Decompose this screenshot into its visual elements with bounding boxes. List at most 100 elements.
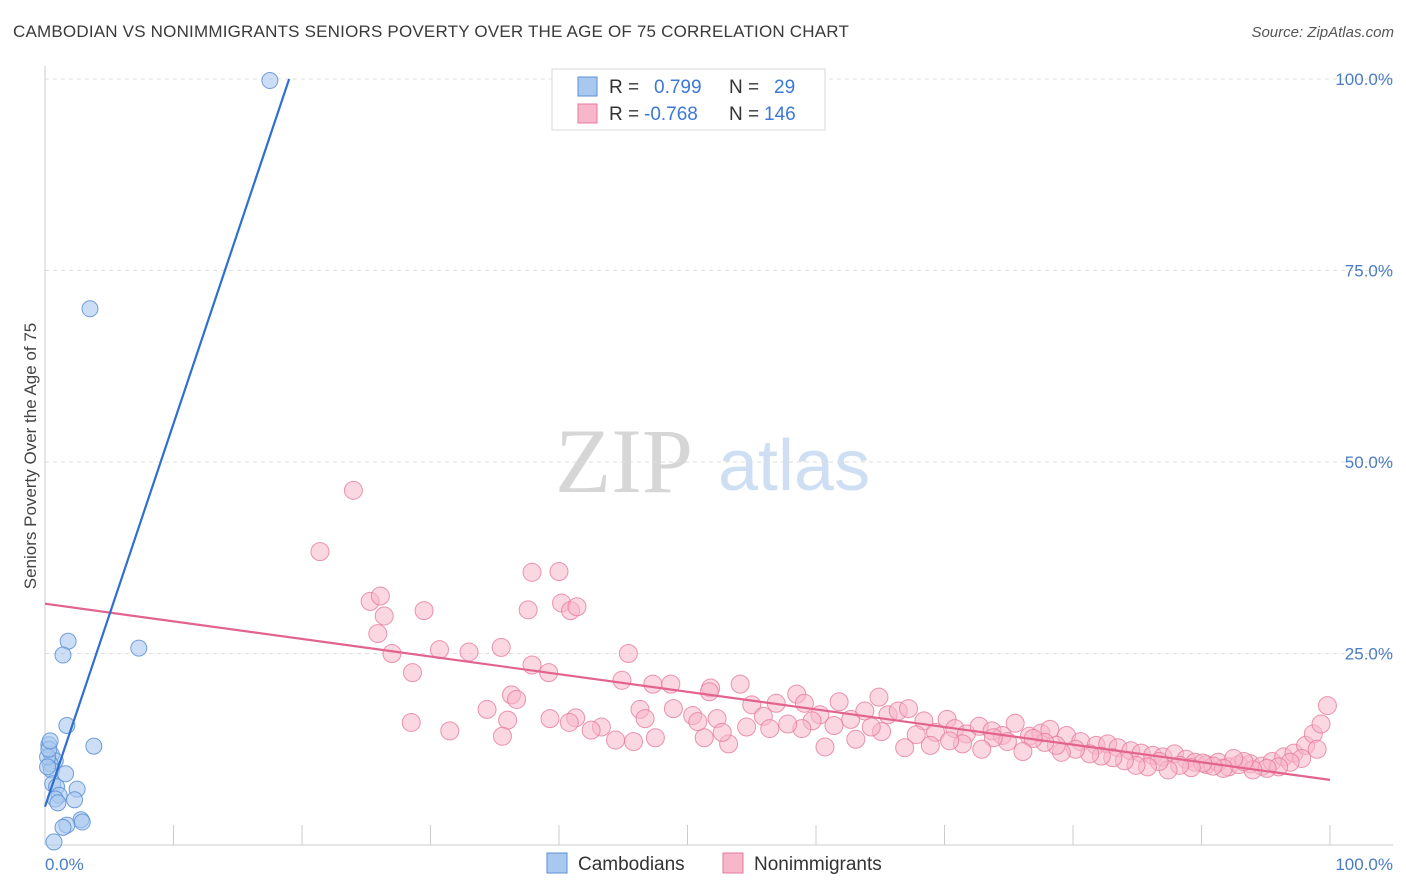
bottom-legend-label-cambodians: Cambodians <box>578 854 685 875</box>
nonimmigrants-point <box>906 725 926 745</box>
nonimmigrants-point <box>869 687 889 707</box>
nonimmigrants-point <box>861 717 881 737</box>
nonimmigrants-point <box>824 716 844 736</box>
legend-swatch-cambodians <box>577 76 598 97</box>
nonimmigrants-point <box>760 719 780 739</box>
nonimmigrants-point <box>899 699 919 719</box>
chart-source: Source: ZipAtlas.com <box>1251 24 1394 41</box>
nonimmigrants-point <box>895 738 915 758</box>
nonimmigrants-point <box>374 606 394 626</box>
nonimmigrants-points <box>310 480 1337 780</box>
y-tick-label: 100.0% <box>1335 70 1393 89</box>
nonimmigrants-point <box>920 735 940 755</box>
cambodians-point <box>49 794 67 812</box>
nonimmigrants-point <box>403 663 423 683</box>
nonimmigrants-point <box>382 644 402 663</box>
chart-title: CAMBODIAN VS NONIMMIGRANTS SENIORS POVER… <box>13 22 850 41</box>
tick-labels: 100.0% 75.0% 50.0% 25.0% 0.0% 100.0% <box>45 70 1393 874</box>
cambodians-trend-line <box>43 78 291 808</box>
nonimmigrants-point <box>712 722 732 742</box>
nonimmigrants-point <box>635 709 655 729</box>
nonimmigrants-point <box>549 562 569 582</box>
legend-r-value-cambodians: 0.799 <box>654 77 702 98</box>
nonimmigrants-point <box>699 682 719 702</box>
watermark: ZIP atlas <box>555 410 870 512</box>
y-tick-label: 50.0% <box>1345 453 1393 472</box>
nonimmigrants-point <box>492 726 512 746</box>
nonimmigrants-point <box>540 709 560 729</box>
nonimmigrants-point <box>1317 696 1337 716</box>
nonimmigrants-point <box>343 480 363 500</box>
nonimmigrants-point <box>401 712 421 732</box>
nonimmigrants-point <box>414 601 434 621</box>
cambodians-points <box>39 72 279 851</box>
cambodians-point <box>54 646 72 664</box>
nonimmigrants-point <box>688 712 708 732</box>
bottom-legend-swatch-cambodians <box>546 852 568 874</box>
nonimmigrants-point <box>477 699 497 719</box>
cambodians-point <box>39 758 57 776</box>
watermark-zip: ZIP <box>555 410 693 512</box>
nonimmigrants-point <box>815 737 835 757</box>
nonimmigrants-point <box>1311 714 1331 734</box>
grid <box>45 78 1393 654</box>
nonimmigrants-point <box>737 717 757 737</box>
nonimmigrants-point <box>643 674 663 694</box>
cambodians-point <box>57 765 75 783</box>
nonimmigrants-point <box>1005 713 1025 733</box>
nonimmigrants-point <box>310 542 330 562</box>
nonimmigrants-point <box>559 712 579 732</box>
nonimmigrants-point <box>522 562 542 582</box>
legend-r-label: R = <box>609 104 639 125</box>
y-axis-label: Seniors Poverty Over the Age of 75 <box>21 323 40 589</box>
y-tick-label: 25.0% <box>1345 645 1393 664</box>
watermark-atlas: atlas <box>718 426 870 506</box>
legend-swatch-nonimmigrants <box>577 103 598 124</box>
bottom-legend-swatch-nonimmigrants <box>722 852 744 874</box>
nonimmigrants-point <box>694 728 714 748</box>
cambodians-point <box>54 818 72 836</box>
y-tick-label: 75.0% <box>1345 262 1393 281</box>
nonimmigrants-point <box>645 728 665 748</box>
cambodians-point <box>45 833 63 851</box>
cambodians-point <box>130 639 148 657</box>
nonimmigrants-point <box>1307 739 1327 759</box>
nonimmigrants-point <box>581 720 601 740</box>
legend-n-label: N = <box>729 77 759 98</box>
nonimmigrants-point <box>507 689 527 709</box>
legend-n-value-nonimmigrants: 146 <box>764 104 796 125</box>
cambodians-point <box>66 791 84 809</box>
nonimmigrants-point <box>368 624 388 644</box>
nonimmigrants-point <box>624 732 644 752</box>
bottom-legend-label-nonimmigrants: Nonimmigrants <box>754 854 882 875</box>
cambodians-point <box>73 813 91 831</box>
nonimmigrants-point <box>606 730 626 750</box>
nonimmigrants-point <box>498 710 518 730</box>
nonimmigrants-point <box>940 731 960 751</box>
nonimmigrants-point <box>612 670 632 690</box>
legend-n-label: N = <box>729 104 759 125</box>
x-tick-label: 100.0% <box>1335 855 1393 874</box>
cambodians-point <box>41 732 59 750</box>
cambodians-point <box>85 737 103 755</box>
bottom-legend: Cambodians Nonimmigrants <box>546 852 882 875</box>
legend-r-label: R = <box>609 77 639 98</box>
cambodians-point <box>81 300 99 318</box>
legend-n-value-cambodians: 29 <box>774 77 795 98</box>
nonimmigrants-point <box>491 637 511 657</box>
legend-r-value-nonimmigrants: -0.768 <box>644 104 698 125</box>
nonimmigrants-point <box>663 699 683 719</box>
trend-lines <box>43 78 1331 808</box>
cambodians-point <box>261 72 279 90</box>
nonimmigrants-trend-line <box>44 602 1331 781</box>
nonimmigrants-point <box>778 714 798 734</box>
axes <box>44 66 1393 846</box>
x-tick-label: 0.0% <box>45 855 84 874</box>
nonimmigrants-point <box>846 729 866 749</box>
nonimmigrants-point <box>972 739 992 759</box>
nonimmigrants-point <box>459 642 479 662</box>
nonimmigrants-point <box>518 600 538 620</box>
legend: R = 0.799 N = 29 R = -0.768 N = 146 <box>551 68 826 131</box>
nonimmigrants-point <box>829 692 849 712</box>
